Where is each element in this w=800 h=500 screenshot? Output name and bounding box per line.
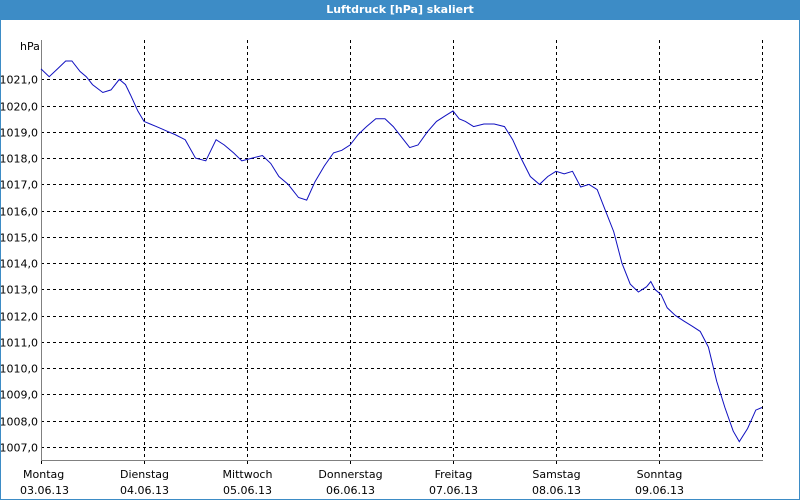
y-tick-label: 1009,0 (1, 389, 38, 402)
x-tick-date: 04.06.13 (120, 484, 169, 497)
x-tick-day: Samstag (532, 468, 580, 481)
x-tick-date: 08.06.13 (532, 484, 581, 497)
x-tick-date: 05.06.13 (223, 484, 272, 497)
y-tick-label: 1007,0 (1, 442, 38, 455)
x-tick-day: Donnerstag (318, 468, 382, 481)
y-tick-label: 1018,0 (1, 153, 38, 166)
x-tick-day: Freitag (435, 468, 473, 481)
x-tick-day: Montag (23, 468, 64, 481)
window-title: Luftdruck [hPa] skaliert (1, 0, 799, 20)
y-tick-label: 1008,0 (1, 416, 38, 429)
x-tick-date: 07.06.13 (429, 484, 478, 497)
x-tick-day: Sonntag (637, 468, 683, 481)
y-tick-label: 1012,0 (1, 311, 38, 324)
x-tick-day: Dienstag (120, 468, 169, 481)
y-axis-label: hPa (20, 40, 40, 53)
tick-labels: 1007,0 1008,0 1009,0 1010,0 1011,0 1012,0 1013… (1, 40, 684, 497)
y-tick-label: 1013,0 (1, 284, 38, 297)
grid (41, 40, 763, 461)
y-tick-label: 1014,0 (1, 258, 38, 271)
x-tick-day: Mittwoch (223, 468, 273, 481)
series (40, 60, 763, 443)
x-tick-date: 06.06.13 (326, 484, 375, 497)
y-tick-label: 1015,0 (1, 232, 38, 245)
y-tick-label: 1021,0 (1, 74, 38, 87)
y-tick-label: 1017,0 (1, 179, 38, 192)
y-tick-label: 1011,0 (1, 337, 38, 350)
pressure-line (40, 60, 763, 443)
y-tick-label: 1016,0 (1, 206, 38, 219)
x-tick-date: 09.06.13 (635, 484, 684, 497)
x-tick-date: 03.06.13 (20, 484, 69, 497)
y-tick-label: 1020,0 (1, 101, 38, 114)
axes (41, 40, 762, 464)
y-tick-label: 1010,0 (1, 363, 38, 376)
y-tick-label: 1019,0 (1, 127, 38, 140)
